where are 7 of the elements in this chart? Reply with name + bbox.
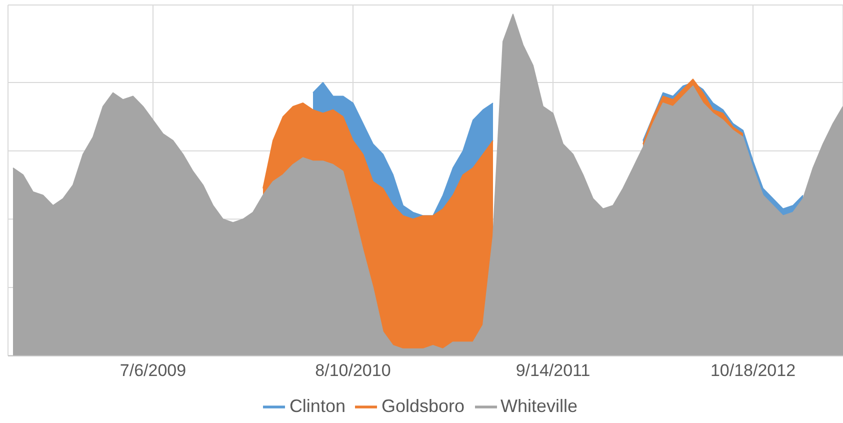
- legend-label: Whiteville: [500, 396, 578, 416]
- legend-label: Clinton: [289, 396, 346, 416]
- x-tick-label: 7/6/2009: [120, 360, 186, 380]
- x-tick-label: 10/18/2012: [710, 360, 796, 380]
- x-tick-label: 8/10/2010: [315, 360, 391, 380]
- legend-label: Goldsboro: [381, 396, 465, 416]
- x-tick-label: 9/14/2011: [516, 360, 590, 380]
